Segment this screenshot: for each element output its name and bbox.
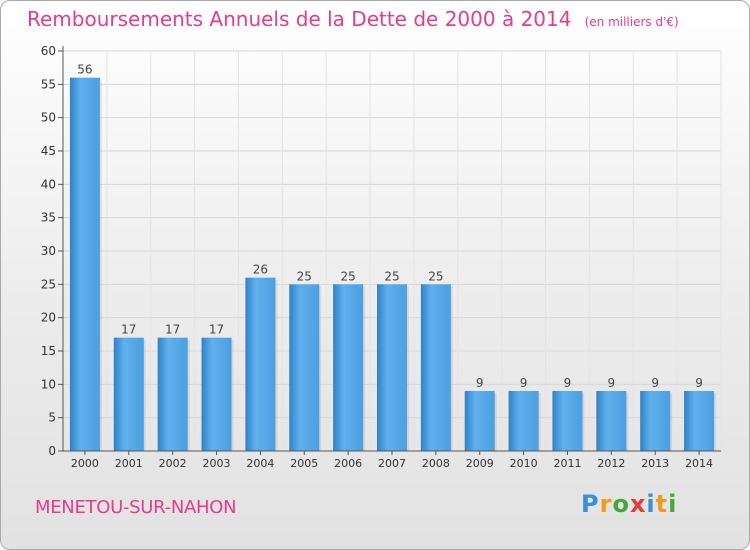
bar [157, 337, 188, 451]
x-tick-label: 2005 [290, 457, 318, 470]
bar-value-label: 9 [651, 376, 659, 390]
y-tick-label: 45 [41, 144, 56, 158]
chart-subtitle: (en milliers d'€) [584, 15, 679, 29]
bar [333, 284, 364, 451]
bar [420, 284, 451, 451]
bar-value-label: 26 [253, 263, 268, 277]
y-tick-label: 35 [41, 211, 56, 225]
logo-letter: P [581, 490, 600, 518]
y-tick-label: 10 [41, 377, 56, 391]
bar-value-label: 9 [520, 376, 528, 390]
bar-value-label: 17 [165, 323, 180, 337]
bar [289, 284, 320, 451]
bar-value-label: 25 [297, 269, 312, 283]
x-tick-label: 2011 [553, 457, 581, 470]
x-tick-label: 2014 [685, 457, 713, 470]
y-tick-label: 15 [41, 344, 56, 358]
y-tick-label: 0 [48, 444, 56, 458]
bar [377, 284, 407, 451]
y-tick-label: 60 [41, 44, 56, 58]
y-tick-label: 25 [41, 277, 56, 291]
bar [201, 337, 232, 451]
bar [552, 391, 583, 451]
bar [69, 77, 100, 452]
bar-value-label: 17 [209, 323, 224, 337]
bar [113, 337, 144, 451]
y-tick-label: 55 [41, 77, 56, 91]
y-tick-label: 40 [41, 177, 56, 191]
x-tick-label: 2010 [510, 457, 538, 470]
bar-value-label: 9 [564, 376, 572, 390]
chart-title: Remboursements Annuels de la Dette de 20… [27, 7, 572, 31]
y-tick-label: 30 [41, 244, 56, 258]
bar-value-label: 56 [77, 63, 92, 77]
bar-value-label: 25 [384, 269, 399, 283]
bar-value-label: 9 [608, 376, 616, 390]
x-tick-label: 2013 [641, 457, 669, 470]
commune-name: MENETOU-SUR-NAHON [35, 497, 237, 518]
bar [508, 391, 539, 451]
logo-letter: t [655, 490, 669, 518]
bar [684, 391, 715, 451]
logo-letter: x [629, 490, 647, 518]
x-tick-label: 2009 [466, 457, 494, 470]
x-tick-label: 2012 [597, 457, 625, 470]
bar-value-label: 17 [121, 323, 136, 337]
x-tick-label: 2003 [203, 457, 231, 470]
logo-letter: r [599, 490, 613, 518]
proxiti-logo: Proxiti [581, 490, 677, 518]
x-tick-label: 2000 [71, 457, 99, 470]
bar-value-label: 25 [340, 269, 355, 283]
bar [245, 277, 276, 451]
y-tick-label: 50 [41, 111, 56, 125]
x-tick-label: 2008 [422, 457, 450, 470]
bar [464, 391, 495, 451]
x-tick-label: 2002 [159, 457, 187, 470]
x-tick-label: 2004 [246, 457, 274, 470]
logo-letter: o [612, 490, 630, 518]
y-tick-label: 5 [48, 411, 56, 425]
logo-letter: i [668, 490, 678, 518]
bar-value-label: 9 [476, 376, 484, 390]
logo-letter: i [646, 490, 656, 518]
x-tick-label: 2007 [378, 457, 406, 470]
x-tick-label: 2006 [334, 457, 362, 470]
bar [640, 391, 671, 451]
bar [596, 391, 627, 451]
x-tick-label: 2001 [115, 457, 143, 470]
bar-value-label: 9 [695, 376, 703, 390]
bar-value-label: 25 [428, 269, 443, 283]
y-tick-label: 20 [41, 311, 56, 325]
title-line: Remboursements Annuels de la Dette de 20… [27, 7, 679, 31]
